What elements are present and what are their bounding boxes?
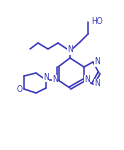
Text: N: N <box>94 57 100 66</box>
Text: HO: HO <box>91 18 103 27</box>
Text: N: N <box>84 75 90 84</box>
Text: N: N <box>67 45 73 54</box>
Text: N: N <box>52 75 58 84</box>
Text: N: N <box>43 72 49 81</box>
Text: O: O <box>17 84 23 93</box>
Text: N: N <box>94 80 100 88</box>
